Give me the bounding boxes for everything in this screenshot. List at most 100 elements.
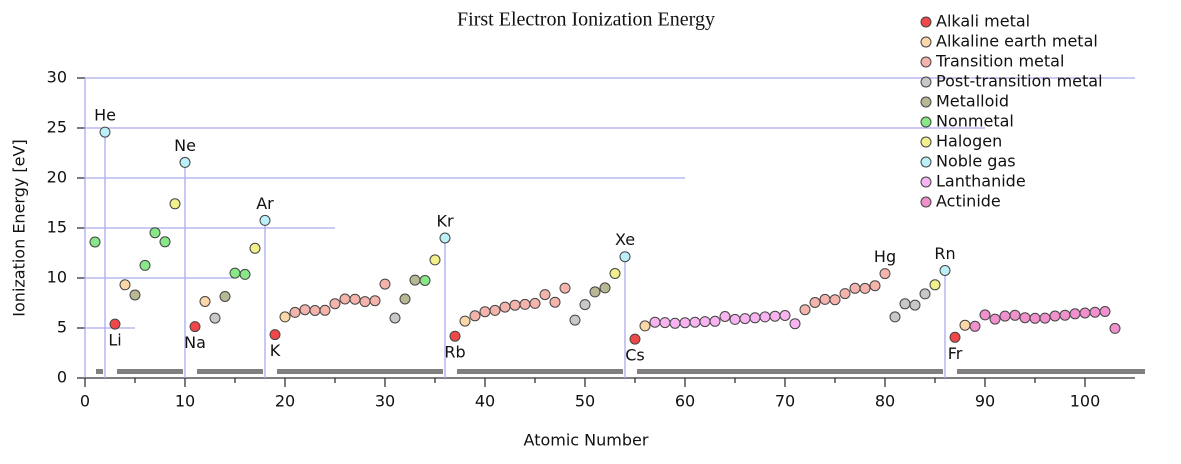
x-tick-label: 20 bbox=[275, 392, 295, 411]
legend-marker bbox=[920, 156, 932, 168]
legend-marker bbox=[920, 76, 932, 88]
data-point bbox=[759, 311, 771, 323]
data-point bbox=[829, 294, 841, 306]
point-label: Li bbox=[108, 331, 121, 350]
data-point bbox=[719, 311, 731, 322]
data-point bbox=[229, 267, 241, 279]
x-tick-label: 10 bbox=[175, 392, 195, 411]
period-bar bbox=[957, 369, 1145, 374]
point-label: Rb bbox=[444, 343, 465, 362]
data-point bbox=[89, 236, 101, 248]
y-axis-label: Ionization Energy [eV] bbox=[10, 139, 29, 316]
data-point bbox=[739, 313, 751, 325]
y-tick-label: 30 bbox=[47, 68, 67, 87]
data-point bbox=[139, 259, 151, 271]
data-point bbox=[599, 282, 611, 294]
data-point bbox=[919, 288, 931, 300]
data-point bbox=[499, 301, 511, 313]
period-bar bbox=[96, 369, 103, 374]
data-point bbox=[679, 317, 691, 329]
data-point bbox=[309, 305, 321, 316]
data-point bbox=[329, 298, 341, 310]
point-label: He bbox=[94, 106, 116, 125]
data-point bbox=[179, 156, 191, 168]
y-tick-label: 20 bbox=[47, 168, 67, 187]
data-point bbox=[449, 330, 461, 342]
point-label: Rn bbox=[934, 244, 955, 263]
legend-marker bbox=[920, 176, 932, 188]
y-tick-label: 10 bbox=[47, 268, 67, 287]
point-label: Cs bbox=[625, 346, 645, 365]
data-point bbox=[639, 320, 651, 332]
period-bar bbox=[277, 369, 443, 374]
data-point bbox=[969, 320, 981, 332]
data-point bbox=[379, 278, 391, 290]
x-tick-label: 50 bbox=[575, 392, 595, 411]
data-point bbox=[749, 312, 761, 324]
data-point bbox=[909, 299, 921, 311]
data-point bbox=[409, 274, 421, 286]
data-point bbox=[1029, 312, 1041, 324]
data-point bbox=[699, 316, 711, 328]
data-point bbox=[529, 297, 541, 309]
data-point bbox=[369, 295, 381, 307]
data-point bbox=[659, 317, 671, 329]
legend-marker bbox=[920, 116, 932, 128]
data-point bbox=[729, 313, 741, 325]
data-point bbox=[439, 232, 451, 244]
data-point bbox=[559, 282, 571, 294]
data-point bbox=[1109, 322, 1121, 334]
data-point bbox=[799, 304, 811, 316]
data-point bbox=[1099, 306, 1111, 317]
data-point bbox=[239, 268, 251, 280]
data-point bbox=[819, 293, 831, 305]
data-point bbox=[689, 316, 701, 328]
y-tick-label: 25 bbox=[47, 118, 67, 137]
point-label: Ar bbox=[256, 194, 274, 213]
data-point bbox=[249, 242, 261, 254]
data-point bbox=[999, 310, 1011, 322]
x-axis-label: Atomic Number bbox=[524, 431, 649, 450]
x-tick-label: 0 bbox=[80, 392, 90, 411]
data-point bbox=[669, 317, 681, 329]
y-tick-label: 5 bbox=[57, 318, 67, 337]
legend-label: Actinide bbox=[936, 192, 1001, 211]
point-label: Hg bbox=[874, 247, 896, 266]
data-point bbox=[429, 254, 441, 266]
data-point bbox=[469, 310, 481, 322]
data-point bbox=[519, 298, 531, 310]
data-point bbox=[1059, 309, 1071, 321]
data-point bbox=[419, 275, 431, 286]
data-point bbox=[1069, 308, 1081, 320]
x-tick-label: 40 bbox=[475, 392, 495, 411]
data-point bbox=[779, 310, 791, 321]
point-label: Fr bbox=[948, 344, 963, 363]
data-point bbox=[579, 299, 591, 311]
data-point bbox=[319, 304, 331, 316]
data-point bbox=[399, 293, 411, 305]
y-tick-label: 0 bbox=[57, 368, 67, 387]
legend-marker bbox=[920, 36, 932, 48]
data-point bbox=[769, 310, 781, 322]
legend-label: Noble gas bbox=[936, 152, 1016, 171]
x-tick-label: 30 bbox=[375, 392, 395, 411]
data-point bbox=[899, 298, 911, 310]
data-point bbox=[359, 296, 371, 308]
legend-marker bbox=[920, 16, 932, 28]
data-point bbox=[839, 288, 851, 300]
legend-marker bbox=[920, 196, 932, 208]
legend-marker bbox=[920, 56, 932, 68]
y-tick-label: 15 bbox=[47, 218, 67, 237]
data-point bbox=[1089, 306, 1101, 318]
data-point bbox=[509, 299, 521, 311]
point-label: Ne bbox=[174, 136, 196, 155]
data-point bbox=[109, 318, 121, 330]
data-point bbox=[259, 214, 271, 226]
point-label: Na bbox=[184, 333, 206, 352]
legend-label: Transition metal bbox=[935, 52, 1064, 71]
legend-label: Alkali metal bbox=[936, 12, 1030, 31]
data-point bbox=[199, 296, 211, 307]
legend-marker bbox=[920, 136, 932, 148]
legend-label: Halogen bbox=[936, 132, 1002, 151]
data-point bbox=[149, 227, 161, 239]
